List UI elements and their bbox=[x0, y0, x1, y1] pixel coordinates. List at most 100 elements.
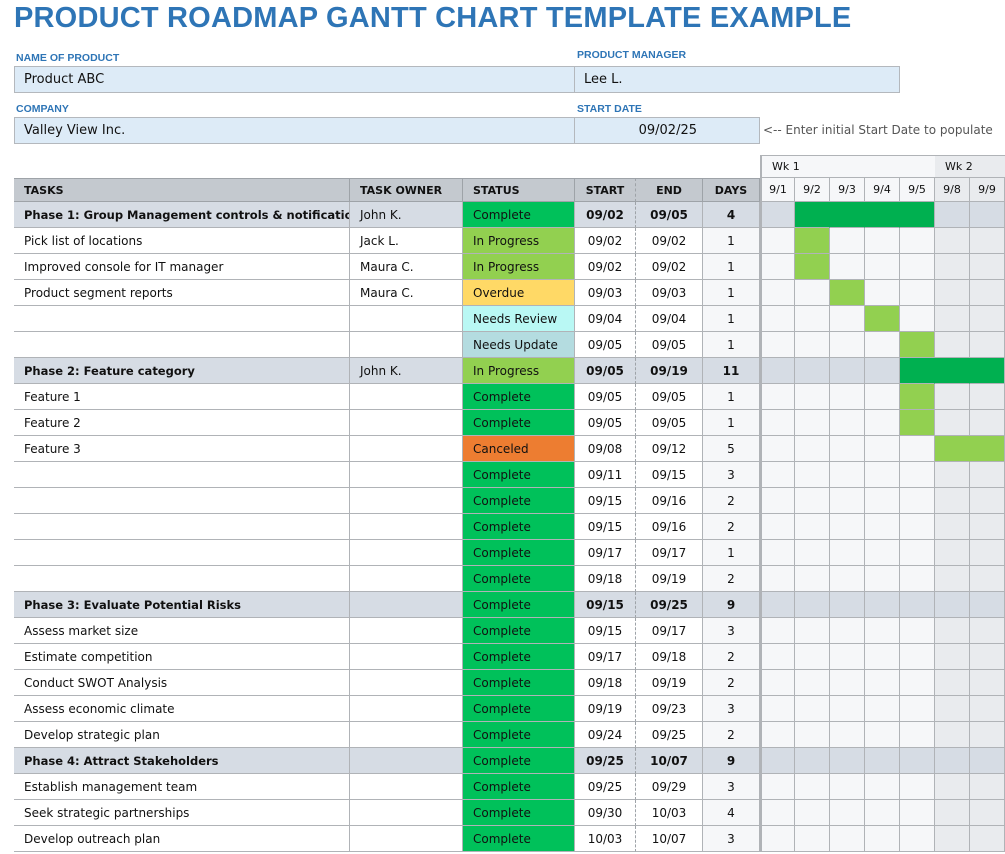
start-date[interactable]: 09/15 bbox=[575, 592, 636, 618]
task-name[interactable]: Develop strategic plan bbox=[14, 722, 350, 748]
task-name[interactable]: Phase 1: Group Management controls & not… bbox=[14, 202, 350, 228]
end-date[interactable]: 09/19 bbox=[636, 670, 703, 696]
status-badge[interactable]: Complete bbox=[463, 696, 575, 722]
status-badge[interactable]: Needs Review bbox=[463, 306, 575, 332]
start-date[interactable]: 09/05 bbox=[575, 332, 636, 358]
start-date[interactable]: 09/05 bbox=[575, 384, 636, 410]
end-date[interactable]: 09/15 bbox=[636, 462, 703, 488]
start-date[interactable]: 09/18 bbox=[575, 670, 636, 696]
status-badge[interactable]: Complete bbox=[463, 410, 575, 436]
status-badge[interactable]: In Progress bbox=[463, 358, 575, 384]
start-date[interactable]: 09/02 bbox=[575, 228, 636, 254]
end-date[interactable]: 09/19 bbox=[636, 358, 703, 384]
task-name[interactable]: Assess market size bbox=[14, 618, 350, 644]
task-name[interactable]: Develop outreach plan bbox=[14, 826, 350, 852]
task-owner[interactable]: John K. bbox=[350, 358, 463, 384]
status-badge[interactable]: Complete bbox=[463, 202, 575, 228]
task-name[interactable]: Feature 2 bbox=[14, 410, 350, 436]
task-name[interactable]: Improved console for IT manager bbox=[14, 254, 350, 280]
status-badge[interactable]: Complete bbox=[463, 774, 575, 800]
status-badge[interactable]: Needs Update bbox=[463, 332, 575, 358]
start-date[interactable]: 09/25 bbox=[575, 748, 636, 774]
end-date[interactable]: 09/19 bbox=[636, 566, 703, 592]
start-date[interactable]: 09/05 bbox=[575, 410, 636, 436]
end-date[interactable]: 09/25 bbox=[636, 592, 703, 618]
status-badge[interactable]: Complete bbox=[463, 644, 575, 670]
task-name[interactable]: Seek strategic partnerships bbox=[14, 800, 350, 826]
start-date[interactable]: 10/03 bbox=[575, 826, 636, 852]
task-name[interactable] bbox=[14, 514, 350, 540]
end-date[interactable]: 09/03 bbox=[636, 280, 703, 306]
task-owner[interactable] bbox=[350, 566, 463, 592]
status-badge[interactable]: Complete bbox=[463, 618, 575, 644]
task-name[interactable] bbox=[14, 306, 350, 332]
task-name[interactable]: Phase 2: Feature category bbox=[14, 358, 350, 384]
task-name[interactable]: Product segment reports bbox=[14, 280, 350, 306]
status-badge[interactable]: In Progress bbox=[463, 254, 575, 280]
task-name[interactable] bbox=[14, 566, 350, 592]
task-name[interactable]: Phase 3: Evaluate Potential Risks bbox=[14, 592, 350, 618]
task-owner[interactable] bbox=[350, 306, 463, 332]
start-date[interactable]: 09/30 bbox=[575, 800, 636, 826]
task-owner[interactable] bbox=[350, 488, 463, 514]
end-date[interactable]: 09/17 bbox=[636, 618, 703, 644]
task-name[interactable] bbox=[14, 332, 350, 358]
status-badge[interactable]: Complete bbox=[463, 540, 575, 566]
start-date[interactable]: 09/04 bbox=[575, 306, 636, 332]
task-name[interactable]: Assess economic climate bbox=[14, 696, 350, 722]
task-owner[interactable]: Jack L. bbox=[350, 228, 463, 254]
start-date[interactable]: 09/02 bbox=[575, 254, 636, 280]
start-date[interactable]: 09/05 bbox=[575, 358, 636, 384]
task-owner[interactable] bbox=[350, 618, 463, 644]
end-date[interactable]: 09/05 bbox=[636, 384, 703, 410]
start-date[interactable]: 09/17 bbox=[575, 644, 636, 670]
start-date[interactable]: 09/11 bbox=[575, 462, 636, 488]
start-date[interactable]: 09/25 bbox=[575, 774, 636, 800]
end-date[interactable]: 09/16 bbox=[636, 488, 703, 514]
start-date[interactable]: 09/15 bbox=[575, 514, 636, 540]
status-badge[interactable]: In Progress bbox=[463, 228, 575, 254]
task-name[interactable]: Phase 4: Attract Stakeholders bbox=[14, 748, 350, 774]
task-owner[interactable] bbox=[350, 384, 463, 410]
end-date[interactable]: 09/04 bbox=[636, 306, 703, 332]
start-date-field[interactable]: 09/02/25 bbox=[574, 117, 760, 144]
company-field[interactable]: Valley View Inc. bbox=[14, 117, 575, 144]
task-name[interactable]: Pick list of locations bbox=[14, 228, 350, 254]
status-badge[interactable]: Complete bbox=[463, 670, 575, 696]
start-date[interactable]: 09/17 bbox=[575, 540, 636, 566]
status-badge[interactable]: Canceled bbox=[463, 436, 575, 462]
task-name[interactable] bbox=[14, 462, 350, 488]
task-owner[interactable] bbox=[350, 592, 463, 618]
task-owner[interactable] bbox=[350, 540, 463, 566]
task-name[interactable] bbox=[14, 540, 350, 566]
task-owner[interactable] bbox=[350, 696, 463, 722]
end-date[interactable]: 09/25 bbox=[636, 722, 703, 748]
task-owner[interactable] bbox=[350, 670, 463, 696]
task-name[interactable]: Establish management team bbox=[14, 774, 350, 800]
task-owner[interactable] bbox=[350, 774, 463, 800]
task-owner[interactable] bbox=[350, 800, 463, 826]
start-date[interactable]: 09/02 bbox=[575, 202, 636, 228]
product-name-field[interactable]: Product ABC bbox=[14, 66, 575, 93]
end-date[interactable]: 09/16 bbox=[636, 514, 703, 540]
status-badge[interactable]: Complete bbox=[463, 592, 575, 618]
status-badge[interactable]: Complete bbox=[463, 488, 575, 514]
status-badge[interactable]: Complete bbox=[463, 748, 575, 774]
task-name[interactable] bbox=[14, 488, 350, 514]
start-date[interactable]: 09/03 bbox=[575, 280, 636, 306]
status-badge[interactable]: Complete bbox=[463, 722, 575, 748]
end-date[interactable]: 09/12 bbox=[636, 436, 703, 462]
task-name[interactable]: Conduct SWOT Analysis bbox=[14, 670, 350, 696]
status-badge[interactable]: Complete bbox=[463, 514, 575, 540]
start-date[interactable]: 09/15 bbox=[575, 618, 636, 644]
task-owner[interactable]: Maura C. bbox=[350, 254, 463, 280]
status-badge[interactable]: Complete bbox=[463, 826, 575, 852]
status-badge[interactable]: Complete bbox=[463, 384, 575, 410]
task-owner[interactable] bbox=[350, 748, 463, 774]
task-owner[interactable] bbox=[350, 826, 463, 852]
status-badge[interactable]: Complete bbox=[463, 800, 575, 826]
end-date[interactable]: 10/03 bbox=[636, 800, 703, 826]
status-badge[interactable]: Overdue bbox=[463, 280, 575, 306]
end-date[interactable]: 09/02 bbox=[636, 254, 703, 280]
task-owner[interactable] bbox=[350, 462, 463, 488]
